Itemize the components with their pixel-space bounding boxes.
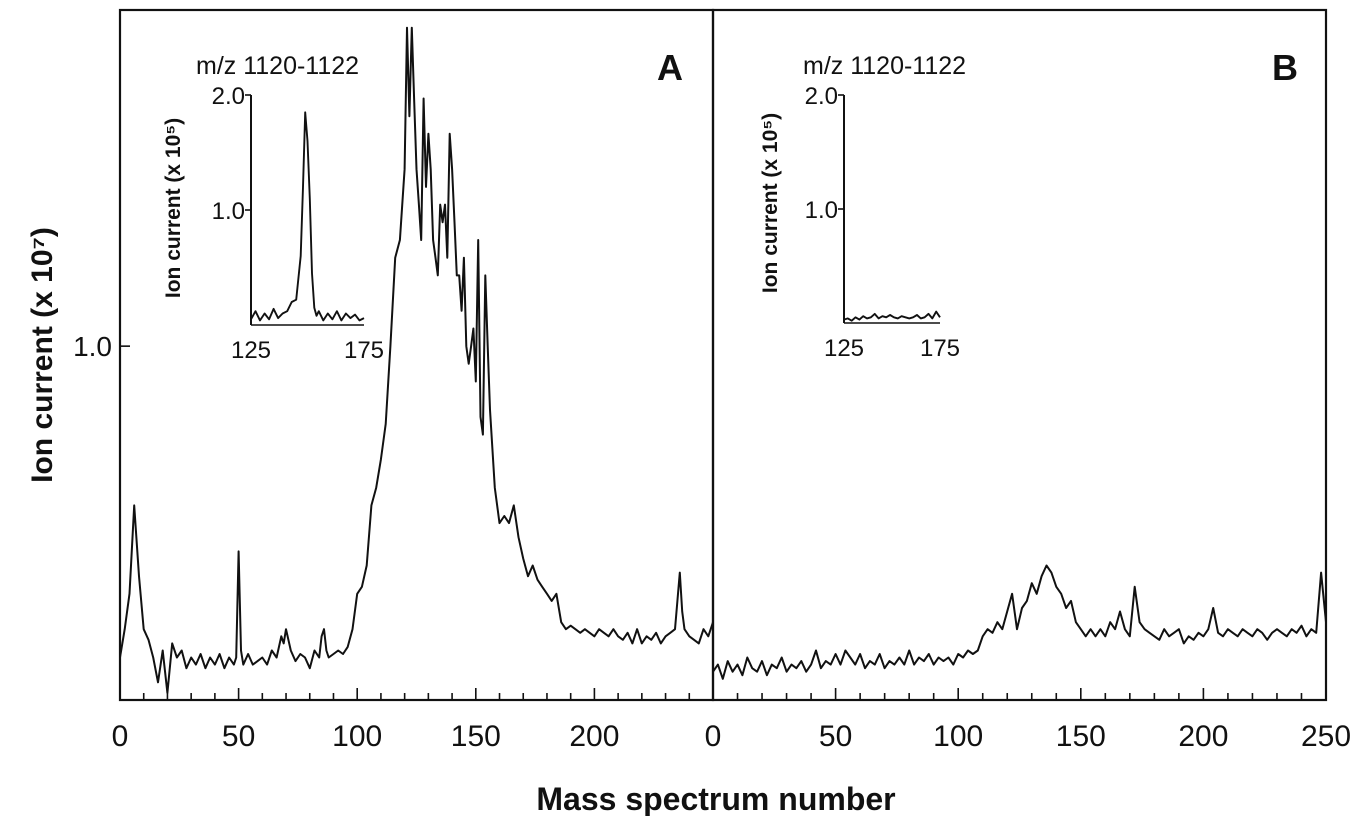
panel-a-series-line xyxy=(119,26,714,694)
inset-a-title: m/z 1120-1122 xyxy=(196,52,359,80)
inset-a-x-tick-label: 175 xyxy=(344,337,384,364)
inset-a-ylabel: Ion current (x 10⁵) xyxy=(162,118,185,298)
panel-b-x-tick-label: 100 xyxy=(933,720,983,753)
inset-b-series-line xyxy=(843,310,941,322)
inset-b-title: m/z 1120-1122 xyxy=(803,52,966,80)
panel-b-series-line xyxy=(712,564,1327,680)
y-axis-label: Ion current (x 10⁷) xyxy=(26,227,59,483)
inset-a-series-line xyxy=(250,111,365,322)
panel-b-label: B xyxy=(1272,47,1298,88)
panel-b-frame xyxy=(711,8,1328,702)
chart-frame xyxy=(118,8,1328,702)
inset-b-y-tick-label: 1.0 xyxy=(805,197,838,224)
panel-a-x-tick-label: 100 xyxy=(332,720,382,753)
panel-b-x-tick-label: 150 xyxy=(1056,720,1106,753)
inset-b-ylabel: Ion current (x 10⁵) xyxy=(759,113,782,293)
panel-a-frame xyxy=(118,8,715,702)
panel-a-x-tick-label: 50 xyxy=(222,720,255,753)
inset-a-y-tick-label: 2.0 xyxy=(212,83,245,110)
inset-a-x-tick-label: 125 xyxy=(231,337,271,364)
inset-a-y-tick-label: 1.0 xyxy=(212,198,245,225)
panel-a-y-tick-label: 1.0 xyxy=(73,331,112,362)
panel-a-x-tick-label: 150 xyxy=(451,720,501,753)
panel-b-x-tick-label: 250 xyxy=(1301,720,1351,753)
tick-labels: 0 50 100 150 200 1.0 0 50 100 150 200 250 1.0 2.0 125 1… xyxy=(73,83,1351,753)
panel-a-x-tick-label: 0 xyxy=(112,720,129,753)
panel-a-label: A xyxy=(657,47,683,88)
panel-a-x-tick-label: 200 xyxy=(569,720,619,753)
series-lines xyxy=(119,26,1327,694)
tick-marks xyxy=(119,94,1327,700)
panel-b-x-tick-label: 0 xyxy=(705,720,722,753)
x-axis-label: Mass spectrum number xyxy=(536,781,895,816)
panel-b-x-tick-label: 50 xyxy=(819,720,852,753)
panel-b-x-tick-label: 200 xyxy=(1178,720,1228,753)
inset-b-x-tick-label: 175 xyxy=(920,335,960,362)
inset-b-x-tick-label: 125 xyxy=(824,335,864,362)
inset-b-y-tick-label: 2.0 xyxy=(805,83,838,110)
